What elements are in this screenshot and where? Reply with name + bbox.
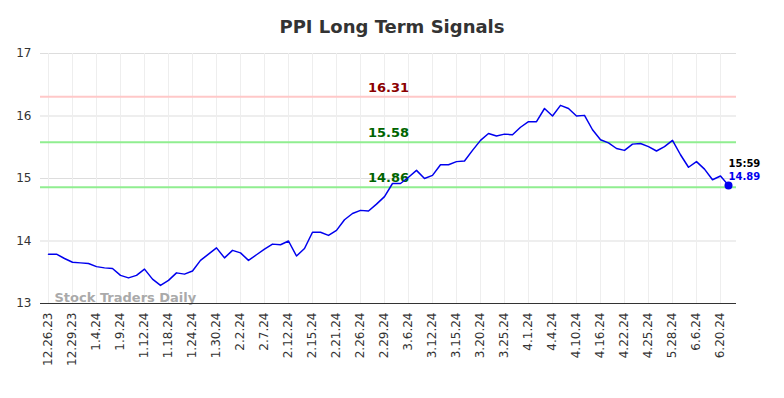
svg-text:14: 14: [16, 234, 31, 248]
svg-text:2.26.24: 2.26.24: [353, 313, 367, 359]
svg-text:4.16.24: 4.16.24: [593, 313, 607, 359]
svg-text:1.9.24: 1.9.24: [113, 313, 127, 351]
svg-text:2.29.24: 2.29.24: [377, 313, 391, 359]
svg-text:Stock Traders Daily: Stock Traders Daily: [55, 290, 197, 305]
html-text:PPI Long Term Signals: PPI Long Term Signals: [279, 16, 505, 37]
svg-text:12.26.23: 12.26.23: [41, 313, 55, 366]
svg-text:4.22.24: 4.22.24: [617, 313, 631, 359]
svg-text:16: 16: [16, 109, 31, 123]
svg-text:12.29.23: 12.29.23: [65, 313, 79, 366]
svg-text:5.28.24: 5.28.24: [665, 313, 679, 359]
svg-text:2.2.24: 2.2.24: [233, 313, 247, 351]
svg-text:3.20.24: 3.20.24: [473, 313, 487, 359]
svg-text:6.6.24: 6.6.24: [689, 313, 703, 351]
svg-text:14.86: 14.86: [368, 170, 409, 185]
svg-text:13: 13: [16, 296, 31, 310]
svg-text:4.10.24: 4.10.24: [569, 313, 583, 359]
svg-text:16.31: 16.31: [368, 80, 409, 95]
svg-text:4.4.24: 4.4.24: [545, 313, 559, 351]
svg-text:1.18.24: 1.18.24: [161, 313, 175, 359]
svg-text:17: 17: [16, 46, 31, 60]
svg-text:2.21.24: 2.21.24: [329, 313, 343, 359]
svg-text:1.24.24: 1.24.24: [185, 313, 199, 359]
svg-text:1.4.24: 1.4.24: [89, 313, 103, 351]
svg-text:3.25.24: 3.25.24: [497, 313, 511, 359]
svg-text:1.30.24: 1.30.24: [209, 313, 223, 359]
svg-text:3.6.24: 3.6.24: [401, 313, 415, 351]
svg-text:2.12.24: 2.12.24: [281, 313, 295, 359]
svg-text:2.7.24: 2.7.24: [257, 313, 271, 351]
svg-text:14.89: 14.89: [729, 171, 761, 182]
svg-text:15: 15: [16, 171, 31, 185]
svg-text:4.25.24: 4.25.24: [641, 313, 655, 359]
svg-text:15.58: 15.58: [368, 125, 409, 140]
svg-text:6.20.24: 6.20.24: [713, 313, 727, 359]
svg-text:1.12.24: 1.12.24: [137, 313, 151, 359]
svg-text:3.15.24: 3.15.24: [449, 313, 463, 359]
svg-text:3.12.24: 3.12.24: [425, 313, 439, 359]
svg-text:15:59: 15:59: [729, 158, 761, 169]
svg-text:2.15.24: 2.15.24: [305, 313, 319, 359]
svg-text:4.1.24: 4.1.24: [521, 313, 535, 351]
